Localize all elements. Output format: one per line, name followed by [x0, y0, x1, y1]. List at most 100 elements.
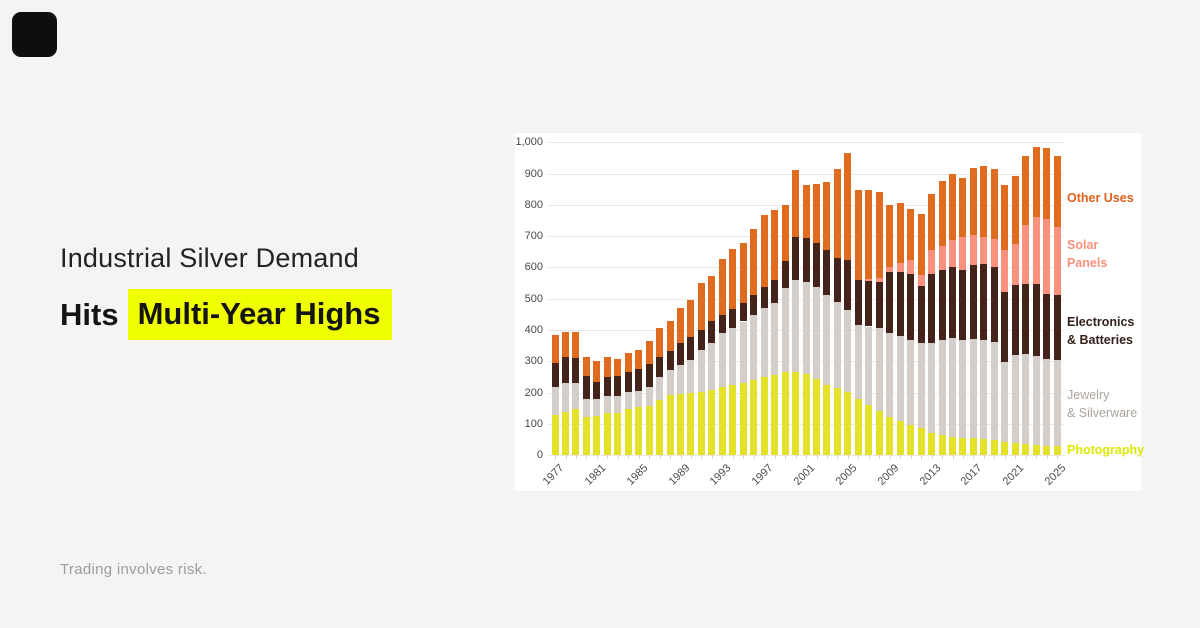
bar-segment-1981: [593, 361, 601, 382]
bar-segment-2025: [1053, 227, 1061, 296]
bar-segment-2010: [896, 421, 904, 455]
x-axis-tick: [785, 455, 787, 459]
y-axis-label: 0: [536, 449, 543, 461]
bar-segment-1998: [771, 210, 779, 280]
bar-segment-1999: [781, 204, 789, 262]
bar-segment-2014: [938, 270, 946, 340]
y-axis-label: 200: [524, 386, 543, 399]
bar-segment-2003: [823, 294, 831, 385]
bar-segment-1986: [645, 364, 653, 387]
bar-segment-1980: [582, 376, 590, 399]
bar-segment-2011: [907, 260, 915, 275]
x-axis-tick: [942, 455, 943, 459]
x-axis-tick: [628, 455, 630, 459]
bar-segment-1978: [561, 383, 569, 412]
bar-segment-2000: [792, 279, 800, 372]
bar-segment-1983: [614, 358, 622, 376]
bar-segment-1986: [645, 386, 653, 406]
bar-segment-2011: [907, 339, 915, 425]
bar-segment-2025: [1053, 295, 1061, 361]
x-axis-tick: [565, 455, 567, 459]
bar-segment-1981: [593, 415, 601, 455]
bar-segment-1990: [687, 359, 695, 393]
bar-segment-2018: [980, 237, 988, 264]
bar-segment-1992: [708, 343, 716, 390]
x-axis-tick: [691, 455, 692, 459]
bar-segment-2006: [854, 324, 862, 399]
bar-segment-1983: [614, 395, 622, 413]
x-axis-tick: [806, 455, 807, 459]
bar-segment-1980: [582, 356, 590, 377]
bar-segment-2016: [959, 339, 967, 438]
bar-segment-1983: [614, 412, 622, 455]
bar-segment-2011: [907, 424, 915, 455]
bar-segment-1978: [561, 411, 569, 455]
x-axis-tick: [701, 455, 703, 459]
bar-segment-1998: [771, 302, 779, 376]
bar-segment-1999: [781, 372, 789, 455]
bar-segment-1992: [708, 320, 716, 344]
bar-segment-2023: [1032, 217, 1040, 284]
bar-segment-1984: [624, 353, 632, 373]
bar-segment-2011: [907, 208, 915, 261]
bar-segment-2016: [959, 237, 967, 271]
bar-segment-1979: [572, 358, 580, 384]
bar-segment-2023: [1032, 283, 1040, 357]
bar-segment-1987: [656, 356, 664, 377]
x-axis-tick: [879, 455, 881, 459]
bar-segment-1986: [645, 405, 653, 455]
bar-segment-1999: [781, 261, 789, 288]
x-axis-tick: [983, 455, 985, 459]
bar-segment-2007: [865, 190, 873, 279]
bar-segment-2009: [886, 416, 894, 455]
x-axis-tick: [795, 455, 797, 459]
bar-segment-2020: [1001, 250, 1009, 292]
bar-segment-1980: [582, 416, 590, 455]
bar-segment-2021: [1011, 442, 1019, 455]
bar-segment-2021: [1011, 355, 1019, 443]
bar-segment-2001: [802, 185, 810, 239]
bar-segment-2007: [865, 278, 873, 282]
bar-segment-2022: [1022, 155, 1030, 226]
bar-segment-2023: [1032, 444, 1040, 455]
x-axis-tick: [858, 455, 860, 459]
x-axis-tick: [1046, 455, 1048, 459]
bar-segment-1977: [551, 334, 559, 363]
bar-segment-2017: [969, 167, 977, 236]
bar-segment-2013: [928, 342, 936, 434]
disclaimer-text: Trading involves risk.: [60, 561, 207, 578]
bar-segment-2021: [1011, 285, 1019, 356]
bar-segment-2005: [844, 152, 852, 260]
bar-segment-1982: [603, 357, 611, 377]
bar-segment-2021: [1011, 243, 1019, 286]
bar-segment-2005: [844, 310, 852, 393]
y-axis-label: 900: [524, 167, 543, 180]
bar-segment-1988: [666, 350, 674, 370]
bar-segment-1989: [677, 343, 685, 365]
bar-segment-2013: [928, 250, 936, 274]
bar-segment-2015: [948, 174, 956, 241]
x-axis-tick: [827, 455, 828, 459]
bar-segment-1998: [771, 279, 779, 303]
bar-segment-2018: [980, 439, 988, 455]
bar-segment-1995: [739, 302, 747, 322]
x-axis-tick: [649, 455, 651, 459]
bar-segment-1991: [697, 329, 705, 350]
bar-segment-2010: [896, 263, 904, 273]
legend-entry: Electronics & Batteries: [1067, 315, 1135, 347]
bar-segment-2001: [802, 238, 810, 283]
bar-segment-2009: [886, 205, 894, 268]
x-axis-tick: [952, 455, 954, 459]
bar-segment-2006: [854, 398, 862, 455]
bar-segment-2013: [928, 433, 936, 455]
bar-segment-2020: [1001, 361, 1009, 442]
x-axis-tick: [638, 455, 640, 459]
chart-card: 0 100 200 300 400 500 600 700 800 900 1,000 1977 198…: [515, 133, 1144, 491]
bar-segment-2010: [896, 272, 904, 337]
x-axis-tick: [764, 455, 766, 459]
headline-line1: Industrial Silver Demand: [60, 243, 359, 273]
bar-segment-2016: [959, 270, 967, 340]
bar-segment-2018: [980, 165, 988, 238]
bar-segment-2008: [875, 281, 883, 329]
bar-segment-1990: [687, 392, 695, 455]
